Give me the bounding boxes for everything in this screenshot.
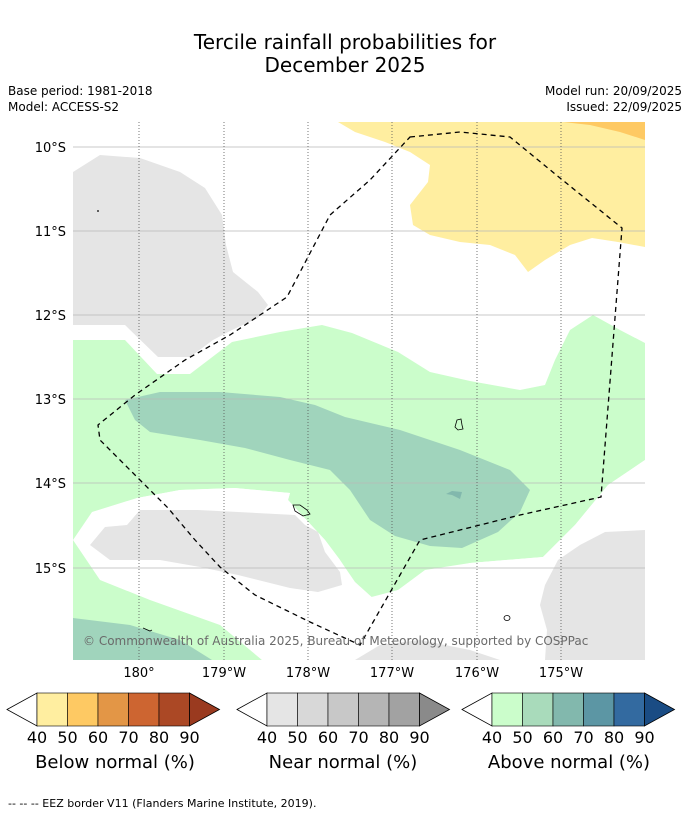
below-normal-legend-tick: 40: [27, 728, 47, 747]
lat-label-15s: 15°S: [35, 562, 66, 577]
lon-label-175w: 175°W: [539, 666, 583, 681]
below-normal-legend-tick: 60: [88, 728, 108, 747]
near-normal-legend-low-arrow: [236, 692, 268, 727]
above-normal-50-area: [125, 392, 530, 548]
eez-footnote: -- -- -- EEZ border V11 (Flanders Marine…: [8, 797, 317, 810]
above-normal-60-patch: [446, 491, 462, 499]
lon-label-176w: 176°W: [455, 666, 499, 681]
above-normal-legend-tick: 40: [482, 728, 502, 747]
above-normal-legend-swatch: [552, 692, 584, 727]
legend-label-below-normal: Below normal (%): [35, 752, 195, 773]
island-outline-1: [454, 418, 464, 431]
near-normal-40-area-central: [90, 510, 342, 592]
near-normal-legend-tick: 50: [287, 728, 307, 747]
above-normal-legend-swatch: [522, 692, 554, 727]
above-normal-legend-swatch: [613, 692, 645, 727]
island-outline-2: [292, 504, 311, 517]
meta-left: Base period: 1981-2018 Model: ACCESS-S2: [8, 83, 153, 115]
below-normal-legend-tick: 80: [149, 728, 169, 747]
below-normal-legend-swatch: [128, 692, 160, 727]
lat-label-13s: 13°S: [35, 393, 66, 408]
latitude-gridlines: [73, 146, 645, 569]
above-normal-legend-tick: 60: [543, 728, 563, 747]
below-normal-40-area: [338, 122, 645, 272]
near-normal-legend-swatch: [388, 692, 420, 727]
base-period: Base period: 1981-2018: [8, 84, 153, 98]
lon-label-178w: 178°W: [286, 666, 330, 681]
near-normal-legend-tick: 80: [379, 728, 399, 747]
below-normal-legend-tick: 90: [179, 728, 199, 747]
lon-label-179w: 179°W: [202, 666, 246, 681]
legend-label-above-normal: Above normal (%): [487, 752, 651, 773]
lat-label-10s: 10°S: [35, 141, 66, 156]
model-name: Model: ACCESS-S2: [8, 100, 120, 114]
above-normal-legend-tick: 70: [573, 728, 593, 747]
issued-date: Issued: 22/09/2025: [566, 100, 682, 114]
island-outline-4: [142, 627, 153, 632]
above-normal-legend-high-arrow: [644, 692, 676, 727]
above-normal-50-area-south: [73, 618, 212, 660]
legend-colorbars: 40 50 60 70 80 90 40 50 60 70 80 90 40 50 60 70 80 90: [6, 692, 676, 747]
above-normal-legend-tick: 80: [604, 728, 624, 747]
near-normal-legend-swatch: [358, 692, 390, 727]
model-run: Model run: 20/09/2025: [544, 84, 682, 98]
below-normal-legend-low-arrow: [6, 692, 38, 727]
near-normal-legend-tick: 90: [409, 728, 429, 747]
page-title: Tercile rainfall probabilities for Decem…: [0, 31, 690, 77]
near-normal-40-area-southeast: [540, 530, 645, 660]
near-normal-legend-tick: 60: [318, 728, 338, 747]
below-normal-legend-swatch: [36, 692, 68, 727]
lon-label-177w: 177°W: [370, 666, 414, 681]
near-normal-legend-swatch: [266, 692, 298, 727]
island-outline-3: [503, 615, 511, 621]
island-dot: [97, 210, 99, 212]
legend-label-near-normal: Near normal (%): [268, 752, 418, 773]
below-normal-50-area: [563, 122, 645, 140]
below-normal-legend-high-arrow: [189, 692, 221, 727]
near-normal-legend-swatch: [297, 692, 329, 727]
map-plot: © Commonwealth of Australia 2025, Bureau…: [73, 122, 645, 660]
above-normal-legend-tick: 50: [512, 728, 532, 747]
near-normal-legend-tick: 70: [348, 728, 368, 747]
below-normal-legend-tick: 50: [57, 728, 77, 747]
near-normal-40-area-north: [73, 155, 268, 357]
neutral-area-2: [180, 460, 645, 660]
title-line-2: December 2025: [264, 53, 426, 77]
eez-border: [97, 131, 623, 646]
lon-label-180: 180°: [123, 666, 154, 681]
above-normal-legend-tick: 90: [634, 728, 654, 747]
above-normal-legend-low-arrow: [461, 692, 493, 727]
copyright-text: © Commonwealth of Australia 2025, Bureau…: [83, 634, 588, 648]
below-normal-legend-tick: 70: [118, 728, 138, 747]
near-normal-40-area-south: [355, 640, 500, 660]
near-normal-legend-tick: 40: [257, 728, 277, 747]
meta-right: Model run: 20/09/2025 Issued: 22/09/2025: [545, 83, 682, 115]
above-normal-legend-swatch: [491, 692, 523, 727]
lat-label-12s: 12°S: [35, 309, 66, 324]
lat-label-11s: 11°S: [35, 225, 66, 240]
title-line-1: Tercile rainfall probabilities for: [193, 30, 497, 54]
below-normal-legend-swatch: [67, 692, 99, 727]
below-normal-legend-swatch: [158, 692, 190, 727]
lat-label-14s: 14°S: [35, 477, 66, 492]
near-normal-legend-high-arrow: [419, 692, 451, 727]
below-normal-legend-swatch: [97, 692, 129, 727]
above-normal-legend-swatch: [583, 692, 615, 727]
near-normal-legend-swatch: [327, 692, 359, 727]
